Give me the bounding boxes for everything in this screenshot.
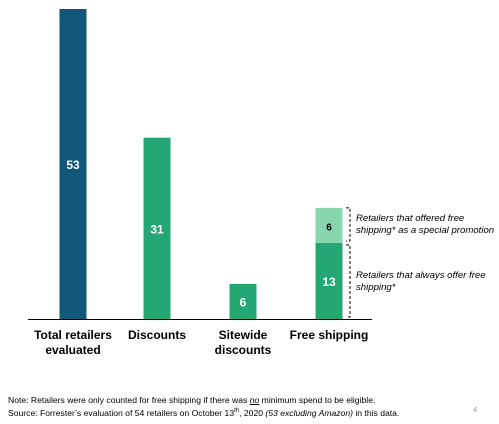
data-label-0-0: 53 [66,158,80,172]
source-sup: th [234,408,240,414]
bar-1-series-0 [143,137,171,319]
category-label-0-line-0: Total retailers [34,328,112,342]
annotation-promo: Retailers that offered free shipping* as… [356,213,495,236]
footnote-source: Source: Forrester’s evaluation of 54 ret… [8,406,399,419]
category-label-0-line-1: evaluated [45,343,100,357]
bar-2-series-0 [229,283,257,319]
category-label-1: Discounts [128,328,186,342]
source-suffix: in this data. [352,407,400,418]
annotation-always: Retailers that always offer free shippin… [356,270,486,293]
category-label-3: Free shipping [290,328,369,342]
data-label-3-0: 13 [322,275,336,289]
note-emph: no [249,395,260,405]
footnote-note: Note: Retailers were only counted for fr… [8,395,375,406]
category-label-2-line-0: Sitewide [219,328,268,342]
page-number: 4 [473,407,477,414]
source-prefix: Source: Forrester’s evaluation of 54 ret… [8,407,235,418]
category-label-2-line-1: discounts [215,343,272,357]
data-label-3-1: 6 [326,222,332,233]
bracket-promo [346,207,351,242]
bar-3-series-1 [315,207,343,243]
note-part-1: Note: Retailers were only counted for fr… [8,395,250,405]
bracket-always [346,244,351,318]
source-mid: , 2020 [239,407,266,418]
bar-0-series-0 [59,9,87,319]
source-italic: (53 excluding Amazon) [265,407,353,418]
note-part-2: minimum spend to be eligible. [259,395,376,405]
data-label-2-0: 6 [240,295,247,309]
bar-3-series-0 [315,242,343,319]
data-label-1-0: 31 [150,222,164,236]
